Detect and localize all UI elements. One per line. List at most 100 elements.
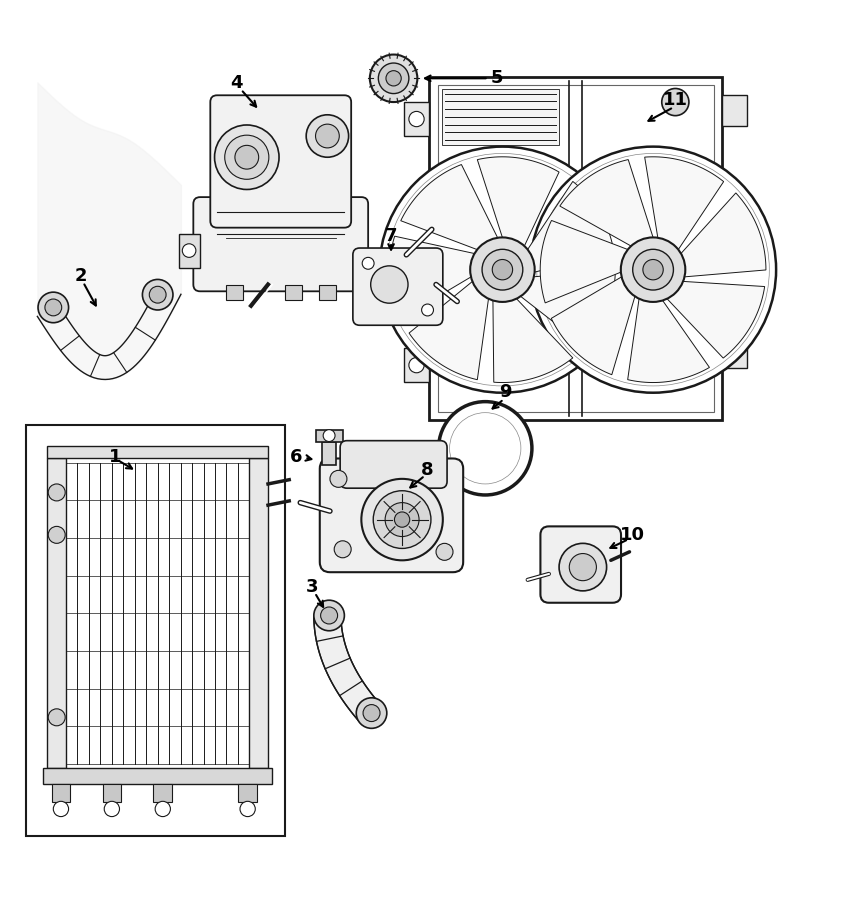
Bar bbox=[103, 784, 122, 802]
Circle shape bbox=[330, 471, 347, 487]
Circle shape bbox=[470, 238, 535, 302]
Polygon shape bbox=[552, 275, 636, 374]
Circle shape bbox=[379, 147, 626, 392]
Bar bbox=[154, 784, 172, 802]
FancyBboxPatch shape bbox=[541, 526, 621, 603]
Circle shape bbox=[143, 279, 173, 310]
Bar bbox=[319, 284, 336, 300]
Polygon shape bbox=[666, 281, 765, 358]
Circle shape bbox=[378, 63, 409, 94]
FancyBboxPatch shape bbox=[353, 248, 443, 325]
Circle shape bbox=[320, 607, 337, 624]
Circle shape bbox=[356, 698, 387, 728]
FancyBboxPatch shape bbox=[210, 95, 351, 228]
Bar bbox=[322, 442, 336, 465]
Polygon shape bbox=[526, 182, 614, 273]
Circle shape bbox=[54, 801, 69, 816]
Bar bbox=[429, 76, 722, 420]
Bar bbox=[404, 102, 429, 136]
Polygon shape bbox=[478, 157, 559, 248]
Polygon shape bbox=[679, 193, 766, 277]
Bar bbox=[43, 769, 272, 784]
FancyBboxPatch shape bbox=[193, 197, 368, 292]
Text: 11: 11 bbox=[663, 92, 688, 110]
Circle shape bbox=[530, 147, 776, 392]
Circle shape bbox=[314, 600, 344, 631]
Circle shape bbox=[363, 705, 380, 722]
Circle shape bbox=[105, 801, 120, 816]
Text: 10: 10 bbox=[620, 526, 645, 544]
Circle shape bbox=[48, 526, 65, 544]
Bar bbox=[238, 784, 257, 802]
Polygon shape bbox=[644, 157, 723, 252]
Text: 6: 6 bbox=[290, 448, 303, 466]
Circle shape bbox=[482, 249, 523, 290]
Polygon shape bbox=[627, 296, 710, 382]
Circle shape bbox=[643, 259, 663, 280]
Circle shape bbox=[537, 153, 769, 386]
Text: 8: 8 bbox=[422, 461, 434, 479]
Circle shape bbox=[323, 429, 335, 442]
Polygon shape bbox=[400, 165, 499, 250]
Circle shape bbox=[48, 484, 65, 501]
Circle shape bbox=[385, 502, 419, 536]
Circle shape bbox=[235, 145, 258, 169]
Circle shape bbox=[306, 115, 348, 158]
Circle shape bbox=[371, 266, 408, 303]
Circle shape bbox=[45, 299, 62, 316]
Circle shape bbox=[370, 55, 417, 102]
Circle shape bbox=[150, 286, 166, 303]
Circle shape bbox=[362, 257, 374, 269]
Text: 2: 2 bbox=[75, 267, 88, 285]
Bar bbox=[48, 458, 66, 769]
Polygon shape bbox=[389, 236, 477, 319]
Circle shape bbox=[224, 135, 269, 179]
Circle shape bbox=[334, 541, 351, 558]
Circle shape bbox=[570, 554, 597, 580]
Text: 9: 9 bbox=[499, 383, 512, 401]
Bar bbox=[315, 429, 343, 442]
Bar bbox=[52, 784, 71, 802]
Bar bbox=[285, 284, 302, 300]
Text: 4: 4 bbox=[230, 75, 243, 93]
Bar bbox=[722, 95, 747, 126]
Bar bbox=[26, 425, 285, 836]
Bar bbox=[178, 234, 200, 267]
Bar bbox=[225, 284, 242, 300]
Circle shape bbox=[386, 71, 401, 86]
Text: 7: 7 bbox=[385, 227, 397, 245]
Circle shape bbox=[422, 304, 434, 316]
Circle shape bbox=[409, 357, 424, 373]
FancyBboxPatch shape bbox=[320, 458, 463, 572]
Circle shape bbox=[439, 401, 532, 495]
Circle shape bbox=[632, 249, 673, 290]
Bar bbox=[404, 348, 429, 382]
Circle shape bbox=[409, 112, 424, 127]
Text: 3: 3 bbox=[306, 579, 319, 597]
Polygon shape bbox=[314, 616, 380, 722]
Polygon shape bbox=[493, 297, 573, 382]
Bar bbox=[442, 89, 558, 145]
Circle shape bbox=[214, 125, 279, 190]
Circle shape bbox=[315, 124, 339, 148]
FancyBboxPatch shape bbox=[340, 441, 447, 488]
Text: 5: 5 bbox=[491, 69, 503, 87]
Circle shape bbox=[156, 801, 170, 816]
Circle shape bbox=[361, 479, 443, 561]
Bar bbox=[722, 338, 747, 368]
Circle shape bbox=[450, 413, 521, 484]
Circle shape bbox=[38, 292, 69, 323]
Bar bbox=[722, 214, 747, 245]
Polygon shape bbox=[409, 280, 489, 380]
Circle shape bbox=[620, 238, 685, 302]
Circle shape bbox=[559, 544, 607, 591]
Circle shape bbox=[436, 544, 453, 561]
Polygon shape bbox=[541, 220, 631, 303]
Circle shape bbox=[240, 801, 255, 816]
Bar bbox=[438, 86, 713, 412]
Circle shape bbox=[662, 88, 688, 115]
Bar bbox=[48, 446, 268, 458]
Circle shape bbox=[394, 512, 410, 527]
Circle shape bbox=[182, 244, 196, 257]
Circle shape bbox=[48, 709, 65, 725]
